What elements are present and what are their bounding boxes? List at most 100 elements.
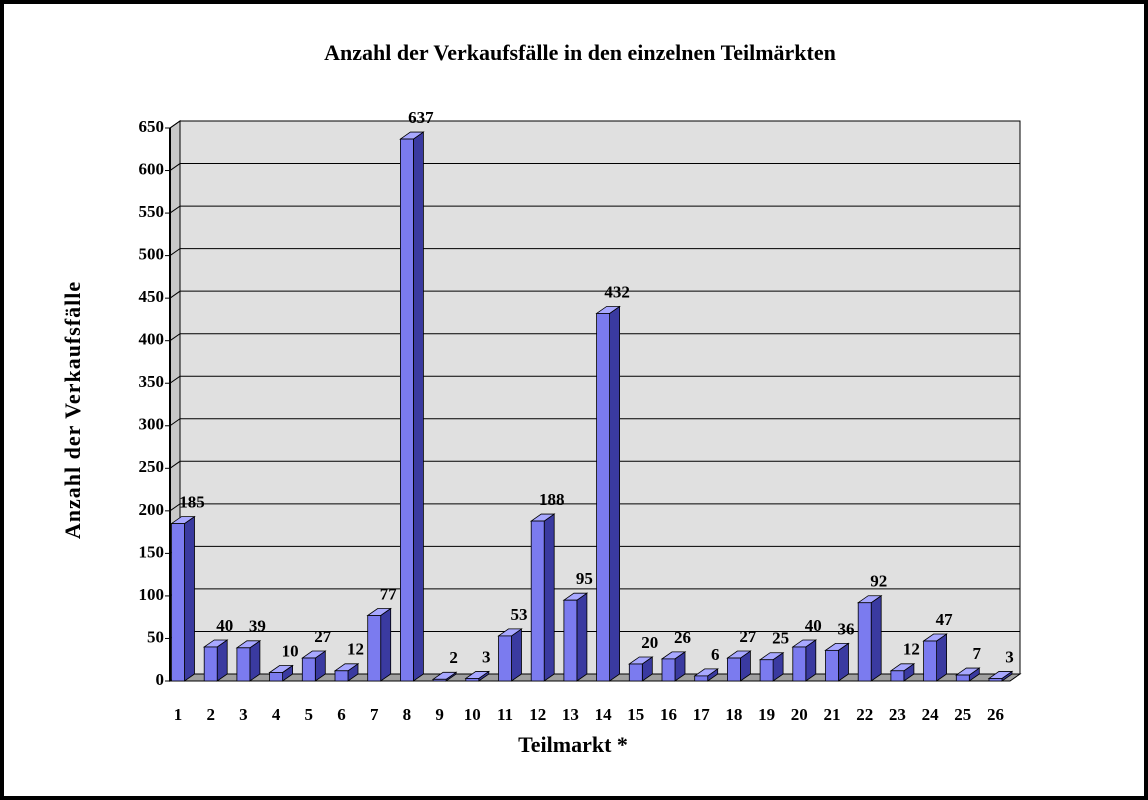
- value-label: 2: [449, 648, 458, 667]
- bar: [693, 668, 719, 682]
- value-label: 53: [511, 605, 528, 624]
- grid-line: [169, 120, 1020, 129]
- bar-front: [596, 313, 610, 682]
- bar: [987, 670, 1014, 682]
- bar: [922, 633, 948, 682]
- x-tick-label: 4: [272, 705, 281, 724]
- bar: [889, 663, 916, 682]
- bar: [464, 670, 491, 682]
- x-axis-label: Teilmarkt *: [518, 732, 628, 757]
- x-tick-label: 24: [922, 705, 940, 724]
- value-label: 3: [482, 647, 491, 666]
- bar-front: [694, 675, 709, 682]
- grid-line: [169, 375, 1020, 384]
- y-tick-label: 600: [139, 159, 165, 178]
- value-label: 637: [408, 108, 434, 127]
- x-tick-label: 16: [660, 705, 677, 724]
- y-tick-label: 150: [139, 542, 165, 561]
- bar: [529, 513, 556, 682]
- grid-line: [169, 418, 1020, 427]
- grid-line: [169, 290, 1020, 299]
- bar-front: [792, 646, 807, 682]
- x-tick-label: 25: [954, 705, 971, 724]
- bar: [497, 628, 523, 682]
- value-label: 40: [805, 616, 822, 635]
- y-tick-label: 300: [139, 415, 165, 434]
- x-tick-label: 6: [337, 705, 346, 724]
- bar: [628, 656, 654, 682]
- bar-front: [301, 657, 316, 682]
- bar-side: [609, 305, 620, 682]
- value-label: 92: [870, 572, 887, 591]
- value-label: 40: [216, 616, 233, 635]
- y-tick-label: 500: [139, 245, 165, 264]
- bar-side: [184, 515, 195, 682]
- bar: [301, 650, 327, 682]
- value-label: 12: [903, 640, 920, 659]
- bar: [595, 305, 621, 682]
- grid-line: [169, 503, 1020, 512]
- bar: [399, 131, 425, 682]
- x-tick-label: 3: [239, 705, 248, 724]
- x-tick-label: 14: [595, 705, 613, 724]
- value-label: 10: [282, 641, 299, 660]
- x-tick-label: 2: [206, 705, 215, 724]
- value-label: 7: [973, 644, 982, 663]
- y-tick-label: 550: [139, 202, 165, 221]
- bar: [268, 664, 294, 682]
- y-tick-label: 350: [139, 372, 165, 391]
- y-tick-label: 400: [139, 330, 165, 349]
- bar-front: [988, 678, 1003, 682]
- value-label: 20: [641, 633, 658, 652]
- value-label: 432: [604, 282, 630, 301]
- bar-side: [511, 628, 522, 682]
- bar-front: [857, 602, 872, 682]
- bar-side: [576, 592, 588, 682]
- x-tick-label: 22: [856, 705, 873, 724]
- x-tick-label: 20: [791, 705, 808, 724]
- x-tick-label: 18: [725, 705, 742, 724]
- bar-front: [399, 138, 414, 682]
- bar-front: [269, 672, 284, 682]
- bar: [660, 651, 687, 682]
- x-tick-label: 5: [305, 705, 314, 724]
- x-tick-label: 26: [987, 705, 1004, 724]
- bar: [333, 663, 360, 682]
- bar: [791, 639, 818, 682]
- bar-front: [890, 670, 905, 682]
- x-tick-label: 9: [435, 705, 444, 724]
- bar-front: [825, 649, 839, 682]
- bar: [202, 639, 229, 682]
- x-tick-label: 19: [758, 705, 775, 724]
- x-tick-label: 12: [529, 705, 546, 724]
- value-label: 36: [838, 619, 855, 638]
- bar-side: [380, 607, 392, 682]
- bar-front: [727, 657, 741, 682]
- value-label: 188: [539, 490, 565, 509]
- value-label: 12: [347, 640, 364, 659]
- x-tick-label: 11: [497, 705, 513, 724]
- value-label: 6: [711, 645, 720, 664]
- y-tick-label: 200: [139, 500, 165, 519]
- bar-front: [759, 659, 774, 682]
- x-tick-label: 7: [370, 705, 379, 724]
- x-tick-label: 1: [174, 705, 183, 724]
- value-label: 25: [772, 629, 789, 648]
- y-tick-label: 450: [139, 287, 165, 306]
- value-label: 95: [576, 569, 593, 588]
- grid-line: [169, 460, 1020, 469]
- bar-side: [936, 633, 947, 682]
- bar-side: [412, 131, 424, 682]
- y-tick-label: 250: [139, 457, 165, 476]
- chart-title: Anzahl der Verkaufsfälle in den einzelne…: [324, 40, 836, 65]
- bar-front: [367, 615, 382, 682]
- bar-front: [236, 647, 251, 682]
- x-tick-label: 15: [627, 705, 644, 724]
- value-label: 27: [739, 627, 757, 646]
- grid-line: [169, 205, 1020, 214]
- bar-side: [870, 594, 882, 682]
- value-label: 26: [674, 628, 691, 647]
- y-tick-label: 0: [156, 670, 165, 689]
- bar: [726, 650, 752, 682]
